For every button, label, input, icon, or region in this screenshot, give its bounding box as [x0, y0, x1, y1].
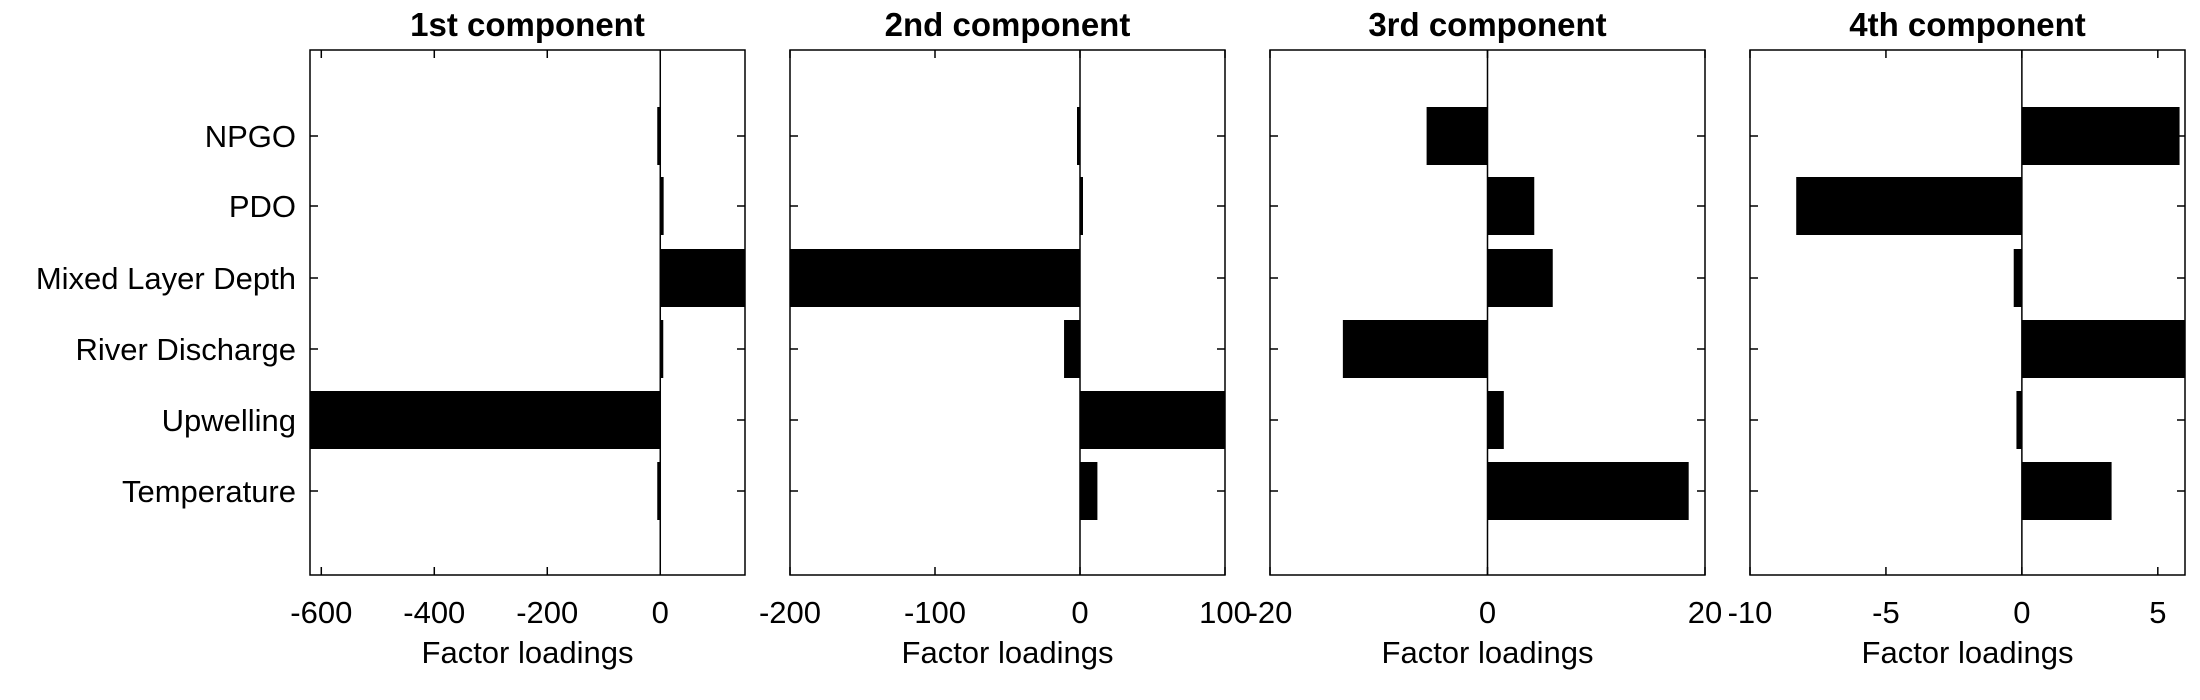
bar	[660, 177, 664, 235]
bar	[660, 249, 745, 307]
bar	[1080, 391, 1225, 449]
axes-box	[1749, 49, 2186, 576]
panel-title: 4th component	[1849, 6, 2086, 43]
bar	[1796, 177, 2022, 235]
bar	[1487, 462, 1689, 520]
bar	[2016, 391, 2022, 449]
bar	[2013, 249, 2022, 307]
axes-box	[309, 49, 746, 576]
x-axis-label: Factor loadings	[1382, 635, 1594, 670]
x-tick-label: -400	[403, 595, 465, 630]
bar	[1426, 107, 1488, 165]
x-tick-label: -100	[904, 595, 966, 630]
panel-title: 3rd component	[1368, 6, 1606, 43]
bar	[1342, 320, 1488, 378]
x-tick-label: 5	[2149, 595, 2166, 630]
bar	[1064, 320, 1080, 378]
category-label: Upwelling	[162, 403, 296, 438]
axes-box	[789, 49, 1226, 576]
x-tick-label: 100	[1199, 595, 1251, 630]
panel-title: 2nd component	[885, 6, 1131, 43]
panel-title: 1st component	[410, 6, 645, 43]
category-label: NPGO	[205, 119, 296, 154]
x-tick-label: 0	[2013, 595, 2030, 630]
x-tick-label: 0	[1479, 595, 1496, 630]
x-tick-label: -20	[1248, 595, 1293, 630]
bar	[1487, 391, 1504, 449]
bar	[1487, 177, 1535, 235]
x-tick-label: -600	[290, 595, 352, 630]
bar	[657, 107, 661, 165]
bar	[1080, 462, 1098, 520]
bar	[657, 462, 661, 520]
x-axis-label: Factor loadings	[422, 635, 634, 670]
bar	[660, 320, 664, 378]
bar	[310, 391, 661, 449]
x-tick-label: -200	[759, 595, 821, 630]
x-tick-label: 0	[652, 595, 669, 630]
bar	[2021, 320, 2185, 378]
bar	[1487, 249, 1553, 307]
x-tick-label: -10	[1728, 595, 1773, 630]
bar	[1080, 177, 1083, 235]
x-tick-label: -200	[516, 595, 578, 630]
x-axis-label: Factor loadings	[902, 635, 1114, 670]
bar	[1077, 107, 1080, 165]
x-tick-label: 20	[1688, 595, 1722, 630]
category-label: PDO	[229, 189, 296, 224]
bar	[2021, 462, 2112, 520]
x-axis-label: Factor loadings	[1862, 635, 2074, 670]
bar	[790, 249, 1080, 307]
x-tick-label: -5	[1872, 595, 1900, 630]
bar	[2021, 107, 2180, 165]
category-label: Temperature	[122, 474, 296, 509]
x-tick-label: 0	[1071, 595, 1088, 630]
category-label: River Discharge	[75, 332, 296, 367]
category-label: Mixed Layer Depth	[36, 261, 296, 296]
